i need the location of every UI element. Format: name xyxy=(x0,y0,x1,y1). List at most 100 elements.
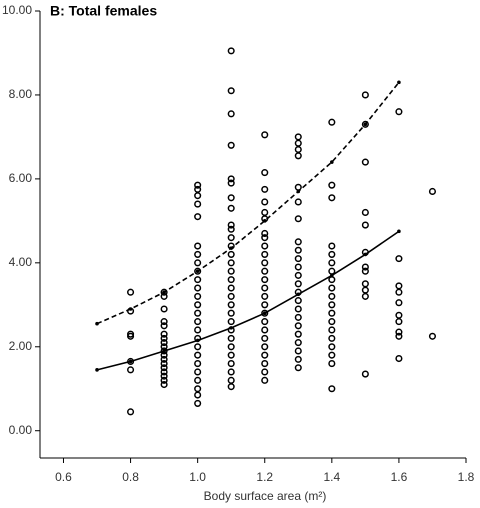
data-point xyxy=(361,267,369,275)
data-point xyxy=(160,368,168,376)
x-tick-label: 1.2 xyxy=(256,470,273,484)
data-point xyxy=(294,145,302,154)
data-point xyxy=(194,276,202,284)
data-point xyxy=(160,288,168,296)
data-point xyxy=(294,133,302,141)
data-point xyxy=(194,385,202,393)
data-point xyxy=(227,351,235,359)
data-point xyxy=(194,301,202,309)
data-point xyxy=(227,267,235,275)
data-point xyxy=(294,198,302,206)
data-point xyxy=(261,267,269,275)
data-point xyxy=(194,376,202,384)
data-point xyxy=(160,360,168,368)
data-point xyxy=(294,322,302,330)
data-point xyxy=(294,271,302,279)
data-point xyxy=(160,380,168,389)
fit-point xyxy=(262,219,267,223)
fit-point xyxy=(128,307,133,311)
data-point xyxy=(395,255,403,263)
fit-point xyxy=(330,273,334,278)
data-point xyxy=(227,179,235,187)
data-point xyxy=(328,194,336,202)
data-point xyxy=(328,259,336,267)
x-tick-label: 0.8 xyxy=(122,470,139,484)
data-point xyxy=(261,276,269,284)
data-point xyxy=(395,354,403,363)
data-point xyxy=(261,169,269,177)
fit-point xyxy=(296,189,301,194)
data-point xyxy=(361,292,369,300)
data-point xyxy=(227,204,235,212)
data-point xyxy=(428,187,437,196)
data-point xyxy=(227,250,235,258)
x-tick-label: 1.4 xyxy=(323,470,340,484)
data-point xyxy=(261,250,269,258)
data-point xyxy=(261,242,269,250)
data-point xyxy=(294,152,302,160)
data-point xyxy=(395,311,403,319)
data-point xyxy=(227,360,235,368)
fit-point xyxy=(363,252,368,257)
data-point xyxy=(127,366,135,374)
data-point xyxy=(194,284,202,292)
data-point xyxy=(227,221,235,229)
x-tick-label: 1.0 xyxy=(189,470,206,484)
data-point xyxy=(194,259,202,267)
y-tick-label: 8.00 xyxy=(9,87,33,101)
data-point xyxy=(261,292,269,300)
data-point xyxy=(328,276,336,284)
data-point xyxy=(227,284,235,292)
fit-point xyxy=(363,122,368,127)
data-point xyxy=(160,339,168,347)
data-point xyxy=(160,322,168,330)
data-point xyxy=(294,215,302,223)
data-point xyxy=(328,267,336,275)
data-point xyxy=(395,282,403,290)
data-point xyxy=(328,360,336,368)
data-point xyxy=(227,175,235,183)
data-point xyxy=(428,332,437,340)
data-point xyxy=(227,318,235,326)
x-axis-label: Body surface area (m²) xyxy=(204,489,327,503)
fit-point xyxy=(162,290,166,295)
data-point xyxy=(361,91,369,99)
fit-point xyxy=(262,311,267,315)
data-point xyxy=(261,368,269,376)
data-point xyxy=(294,364,302,372)
fit-point xyxy=(296,292,301,297)
data-point xyxy=(227,343,235,351)
data-point xyxy=(261,259,269,267)
x-tick-label: 1.6 xyxy=(391,470,408,484)
data-point xyxy=(328,284,336,292)
data-point xyxy=(194,250,202,258)
data-point xyxy=(328,301,336,309)
data-point xyxy=(227,194,235,202)
data-point xyxy=(294,297,302,305)
data-point xyxy=(294,139,302,147)
data-point xyxy=(261,301,269,309)
data-point xyxy=(194,213,202,221)
data-point xyxy=(328,181,336,189)
data-point xyxy=(361,158,369,166)
data-point xyxy=(227,141,235,149)
data-point xyxy=(194,343,202,351)
data-point xyxy=(294,238,302,246)
data-point xyxy=(261,198,269,206)
data-point xyxy=(160,305,168,313)
data-point xyxy=(227,334,235,342)
data-point xyxy=(294,183,302,191)
data-point xyxy=(194,368,202,376)
y-tick-label: 0.00 xyxy=(9,423,33,437)
data-point xyxy=(361,370,369,378)
data-point xyxy=(227,276,235,284)
y-tick-label: 4.00 xyxy=(9,255,33,269)
data-point xyxy=(328,250,336,258)
data-point xyxy=(395,332,403,340)
data-point xyxy=(261,284,269,292)
data-point xyxy=(294,263,302,271)
data-point xyxy=(227,292,235,300)
data-point xyxy=(227,225,235,233)
data-point xyxy=(261,131,269,139)
